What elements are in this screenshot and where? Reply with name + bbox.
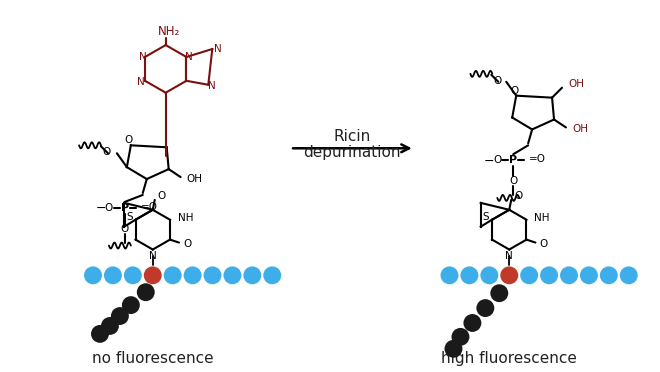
Circle shape — [164, 266, 182, 284]
Text: N: N — [209, 81, 216, 91]
Text: O: O — [510, 86, 518, 96]
Circle shape — [560, 266, 578, 284]
Circle shape — [137, 283, 154, 301]
Text: −: − — [96, 202, 106, 215]
Circle shape — [124, 266, 142, 284]
Circle shape — [451, 328, 469, 346]
Circle shape — [500, 266, 518, 284]
Text: O: O — [539, 238, 548, 248]
Circle shape — [122, 296, 140, 314]
Text: high fluorescence: high fluorescence — [442, 351, 578, 366]
Text: O: O — [103, 147, 111, 157]
Text: O: O — [493, 155, 502, 165]
Circle shape — [463, 314, 481, 332]
Text: depurination: depurination — [303, 145, 401, 160]
Text: S: S — [482, 212, 489, 222]
Circle shape — [203, 266, 222, 284]
Text: S: S — [126, 212, 133, 222]
Text: N: N — [137, 77, 145, 87]
Text: O: O — [514, 191, 523, 201]
Circle shape — [224, 266, 242, 284]
Text: OH: OH — [572, 124, 588, 134]
Text: N: N — [139, 52, 147, 62]
Text: =O: =O — [141, 202, 158, 212]
Circle shape — [440, 266, 459, 284]
Circle shape — [490, 284, 508, 302]
Text: O: O — [509, 176, 517, 186]
Circle shape — [461, 266, 478, 284]
Text: OH: OH — [568, 79, 584, 89]
Text: NH₂: NH₂ — [158, 25, 180, 38]
Text: O: O — [183, 238, 191, 248]
Circle shape — [111, 307, 129, 325]
Text: N: N — [506, 251, 513, 262]
Text: OH: OH — [187, 174, 203, 184]
Text: NH: NH — [178, 213, 193, 223]
Text: O: O — [493, 76, 502, 86]
Text: =O: =O — [529, 154, 546, 164]
Circle shape — [91, 325, 109, 343]
Circle shape — [101, 317, 119, 335]
Text: N: N — [185, 52, 192, 62]
Circle shape — [480, 266, 498, 284]
Text: O: O — [158, 191, 166, 201]
Circle shape — [620, 266, 638, 284]
Circle shape — [540, 266, 558, 284]
Text: no fluorescence: no fluorescence — [92, 351, 214, 366]
Text: Ricin: Ricin — [333, 129, 370, 144]
Text: P: P — [509, 155, 517, 165]
Circle shape — [144, 266, 162, 284]
Text: O: O — [121, 224, 129, 234]
Text: −: − — [484, 155, 494, 168]
Circle shape — [445, 340, 463, 358]
Circle shape — [520, 266, 538, 284]
Text: N: N — [214, 44, 222, 54]
Text: NH: NH — [535, 213, 550, 223]
Circle shape — [580, 266, 598, 284]
Circle shape — [104, 266, 122, 284]
Text: O: O — [105, 203, 113, 213]
Circle shape — [263, 266, 281, 284]
Circle shape — [183, 266, 201, 284]
Text: N: N — [149, 251, 156, 262]
Text: P: P — [121, 203, 129, 213]
Circle shape — [477, 299, 494, 317]
Circle shape — [600, 266, 618, 284]
Text: O: O — [125, 135, 133, 145]
Circle shape — [244, 266, 261, 284]
Circle shape — [84, 266, 102, 284]
